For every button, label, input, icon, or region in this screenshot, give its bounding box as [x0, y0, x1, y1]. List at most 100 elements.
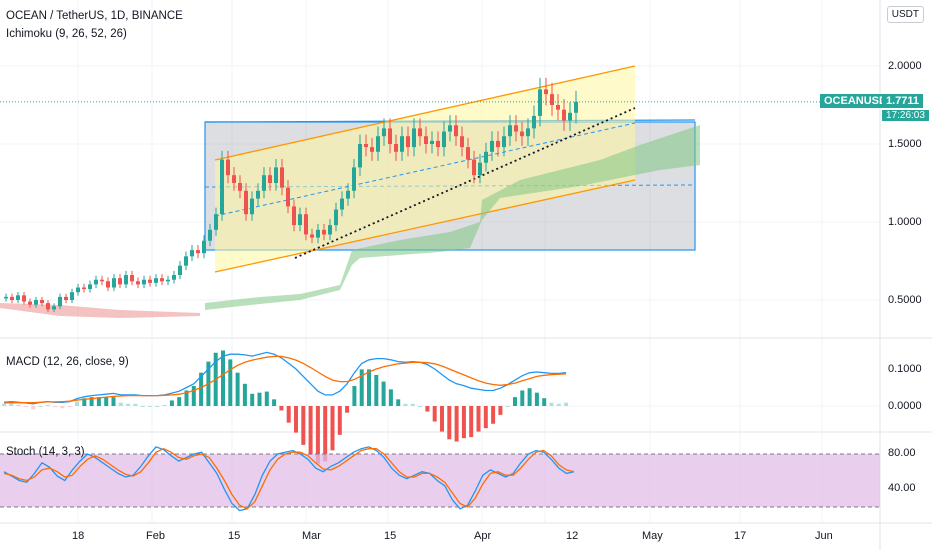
candle-body — [538, 89, 542, 116]
candle-body — [64, 296, 68, 300]
macd-histogram-bar — [250, 393, 255, 406]
grid-lines — [0, 0, 880, 523]
macd-histogram-bar — [126, 403, 131, 406]
macd-histogram-bar — [294, 406, 298, 433]
candle-body — [322, 229, 326, 235]
candle-body — [184, 256, 188, 266]
candle-body — [22, 295, 26, 302]
candle-body — [112, 278, 116, 288]
macd-histogram-bar — [286, 406, 291, 423]
time-axis-label: May — [642, 530, 663, 542]
candle-body — [340, 198, 344, 210]
ticker-tag: OCEANUSDT — [820, 94, 898, 108]
candle-body — [4, 296, 8, 299]
ichimoku-bullish-cloud — [205, 125, 700, 310]
time-axis-label: Apr — [474, 530, 492, 542]
macd-histogram-bar — [527, 388, 532, 406]
candle-body — [202, 240, 206, 254]
candle-body — [514, 125, 518, 132]
macd-pane[interactable] — [0, 350, 880, 464]
macd-axis-label: 0.1000 — [888, 363, 922, 375]
candle-body — [214, 214, 218, 230]
price-axis-label: 0.5000 — [888, 294, 922, 306]
time-axis-label: 17 — [734, 530, 747, 542]
macd-histogram-bar — [513, 397, 517, 406]
candle-body — [208, 229, 212, 241]
macd-histogram-bar — [111, 397, 116, 406]
candle-body — [502, 136, 506, 148]
macd-histogram-bar — [359, 369, 364, 406]
macd-histogram-bar — [221, 350, 225, 406]
time-axis-label: Mar — [302, 530, 321, 542]
candle-body — [316, 229, 320, 238]
macd-histogram-bar — [476, 406, 481, 432]
candle-body — [28, 301, 32, 305]
candlestick-series — [4, 77, 578, 313]
drawing-tools[interactable] — [204, 65, 696, 273]
candle-body — [88, 284, 92, 290]
candle-body — [262, 175, 266, 191]
symbol-title[interactable]: OCEAN / TetherUS, 1D, BINANCE — [6, 10, 183, 22]
macd-histogram-bar — [330, 406, 335, 451]
price-axis-label: 1.0000 — [888, 216, 922, 228]
candle-body — [418, 128, 422, 137]
channel-lower-line[interactable] — [214, 179, 636, 273]
macd-histogram-bar — [75, 401, 79, 406]
macd-histogram-bar — [447, 406, 452, 440]
time-axis-label: 18 — [72, 530, 85, 542]
macd-histogram-bar — [418, 406, 423, 407]
stoch-pane[interactable] — [0, 446, 880, 512]
macd-histogram-bar — [96, 397, 101, 406]
time-axis-label: Feb — [146, 530, 165, 542]
candle-body — [328, 225, 332, 235]
candle-body — [424, 136, 428, 144]
macd-legend[interactable]: MACD (12, 26, close, 9) — [6, 356, 129, 368]
candle-body — [520, 131, 524, 137]
candle-body — [256, 190, 260, 199]
candle-body — [412, 128, 416, 148]
macd-histogram-bar — [16, 404, 21, 406]
macd-histogram-bar — [9, 402, 14, 406]
macd-histogram-bar — [191, 386, 196, 406]
candle-body — [148, 279, 152, 283]
candle-body — [544, 89, 548, 95]
macd-histogram-bar — [505, 406, 510, 407]
macd-histogram-bar — [337, 406, 342, 435]
time-axis-label: 15 — [384, 530, 397, 542]
candle-body — [250, 198, 254, 215]
candle-body — [532, 115, 536, 129]
parallel-channel-fill[interactable] — [215, 66, 635, 272]
time-axis-label: 15 — [228, 530, 241, 542]
macd-histogram-bar — [315, 406, 320, 464]
candle-body — [106, 281, 110, 288]
currency-badge[interactable]: USDT — [886, 6, 924, 23]
macd-histogram-bar — [264, 391, 269, 406]
macd-histogram-bar — [104, 397, 109, 406]
channel-upper-line[interactable] — [214, 65, 636, 161]
candle-body — [100, 279, 104, 282]
macd-histogram-bar — [89, 397, 94, 406]
macd-histogram-bar — [491, 406, 496, 424]
candle-body — [160, 278, 164, 282]
candle-body — [388, 128, 392, 144]
stoch-d-line — [3, 447, 575, 510]
candle-body — [172, 275, 176, 280]
candle-body — [466, 147, 470, 160]
macd-histogram-bar — [118, 402, 123, 406]
trendline-dotted[interactable] — [294, 107, 636, 259]
macd-histogram-bar — [2, 403, 6, 406]
ichimoku-legend[interactable]: Ichimoku (9, 26, 52, 26) — [6, 28, 127, 40]
macd-histogram-bar — [184, 390, 189, 406]
candle-body — [490, 140, 494, 152]
candle-body — [166, 279, 170, 282]
macd-histogram-bar — [520, 390, 525, 406]
macd-histogram-bar — [549, 402, 554, 406]
stoch-legend[interactable]: Stoch (14, 3, 3) — [6, 446, 85, 458]
macd-histogram-bar — [272, 399, 277, 406]
candle-body — [556, 105, 560, 110]
candle-body — [40, 300, 44, 304]
macd-histogram-bar — [556, 403, 561, 406]
macd-histogram-bar — [177, 397, 182, 406]
candle-body — [10, 296, 14, 300]
